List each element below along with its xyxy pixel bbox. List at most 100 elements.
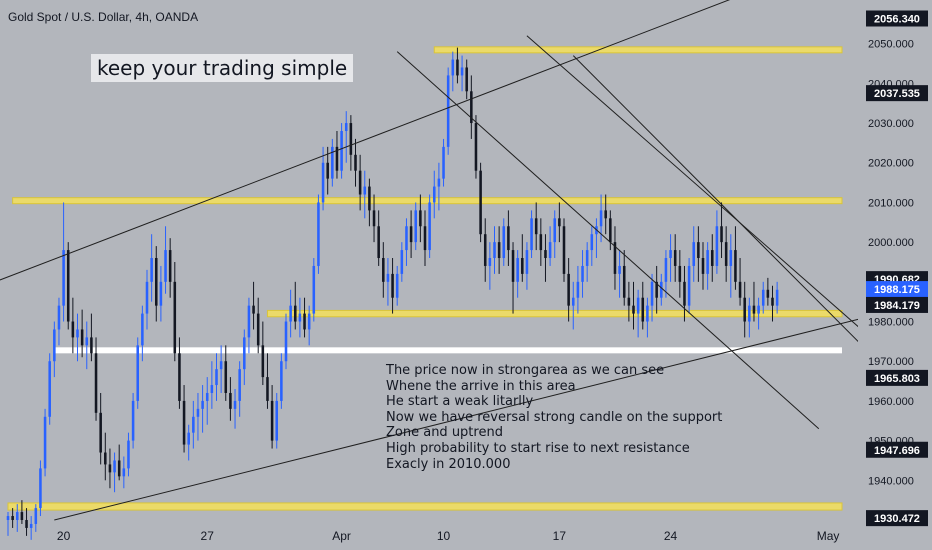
candle — [368, 178, 371, 227]
candle — [432, 170, 436, 219]
candle — [270, 385, 274, 449]
candle — [669, 234, 672, 282]
candle — [446, 67, 450, 155]
candle-body — [530, 218, 533, 251]
candle-body — [470, 91, 473, 124]
candle — [117, 444, 121, 481]
candles — [6, 47, 779, 540]
candle — [141, 305, 144, 362]
banner-text: keep your trading simple — [91, 54, 354, 82]
candle — [683, 265, 686, 322]
candle — [664, 250, 668, 298]
candle — [344, 111, 348, 163]
candle-body — [743, 297, 746, 322]
candle — [71, 297, 75, 354]
candle-body — [182, 400, 186, 445]
candle — [497, 226, 501, 274]
candle — [20, 500, 24, 524]
candle — [641, 281, 645, 330]
candle — [382, 242, 385, 298]
candle — [483, 218, 487, 282]
candle-body — [247, 305, 251, 338]
trendlines — [0, 0, 932, 521]
candle — [372, 194, 376, 243]
candle-body — [451, 59, 455, 76]
candle-body — [650, 281, 654, 306]
candle-body — [20, 512, 24, 520]
candle — [479, 162, 482, 243]
candle-body — [525, 250, 529, 274]
candle — [215, 353, 218, 401]
candle — [391, 258, 394, 314]
candle-body — [724, 242, 728, 266]
price-label-box — [866, 510, 928, 527]
candle — [104, 432, 107, 481]
candle — [729, 234, 733, 298]
price-label-box — [866, 441, 928, 458]
candle — [173, 261, 177, 362]
candle — [766, 277, 770, 306]
time-axis[interactable]: 20 27 Apr 10 17 24 May — [57, 529, 840, 543]
candle-body — [507, 226, 510, 251]
candle-body — [340, 130, 343, 171]
candle-body — [683, 281, 686, 306]
candle — [701, 242, 705, 290]
candle-body — [94, 353, 98, 413]
candle-body — [145, 281, 149, 314]
price-label: 1965.803 — [866, 369, 928, 386]
candle — [85, 321, 89, 370]
candle — [80, 309, 84, 358]
candle — [205, 377, 209, 425]
candle-body — [344, 123, 348, 131]
candle-body — [456, 59, 459, 76]
candle — [655, 265, 658, 314]
candle-body — [289, 305, 292, 322]
candle-body — [127, 440, 130, 469]
candle — [377, 210, 380, 266]
candle — [530, 210, 533, 259]
chart-title: Gold Spot / U.S. Dollar, 4h, OANDA — [8, 10, 199, 24]
candle — [43, 408, 47, 477]
candle-body — [697, 242, 700, 259]
candle — [340, 123, 343, 179]
candle — [516, 250, 519, 298]
annotation-line: Whene the arrive in this area — [386, 378, 576, 394]
candle-body — [293, 305, 297, 322]
candle-body — [669, 250, 672, 259]
candle-body — [497, 242, 501, 259]
candle-body — [25, 520, 28, 528]
candle — [280, 353, 283, 409]
candle-body — [419, 210, 422, 227]
candle-body — [715, 226, 719, 266]
candle-body — [266, 377, 269, 401]
candle-body — [562, 226, 566, 274]
zone-bottom — [7, 502, 843, 511]
annotation-line: Now we have reversal strong candle on th… — [386, 409, 723, 425]
candle-body — [748, 305, 751, 322]
candle-body — [636, 297, 640, 314]
candle — [66, 242, 70, 330]
candle-body — [168, 250, 172, 282]
candle-body — [99, 412, 102, 453]
candle — [706, 242, 709, 290]
candle — [307, 305, 311, 346]
candle — [196, 392, 200, 441]
candle-body — [738, 281, 742, 298]
candle — [627, 281, 631, 322]
candle-body — [613, 242, 617, 274]
candle-body — [734, 250, 737, 282]
candle-body — [187, 432, 190, 445]
candle-body — [122, 468, 126, 477]
candle — [775, 281, 779, 314]
candle — [298, 297, 302, 338]
zone-resistance-mid — [12, 197, 843, 205]
candle — [548, 226, 552, 266]
candle-body — [233, 400, 237, 409]
price-label-box — [866, 296, 928, 313]
annotation-line: High probability to start rise to next r… — [386, 440, 690, 456]
candle-body — [219, 361, 223, 370]
price-label-text: 2037.535 — [874, 88, 920, 100]
candle-body — [256, 313, 260, 346]
